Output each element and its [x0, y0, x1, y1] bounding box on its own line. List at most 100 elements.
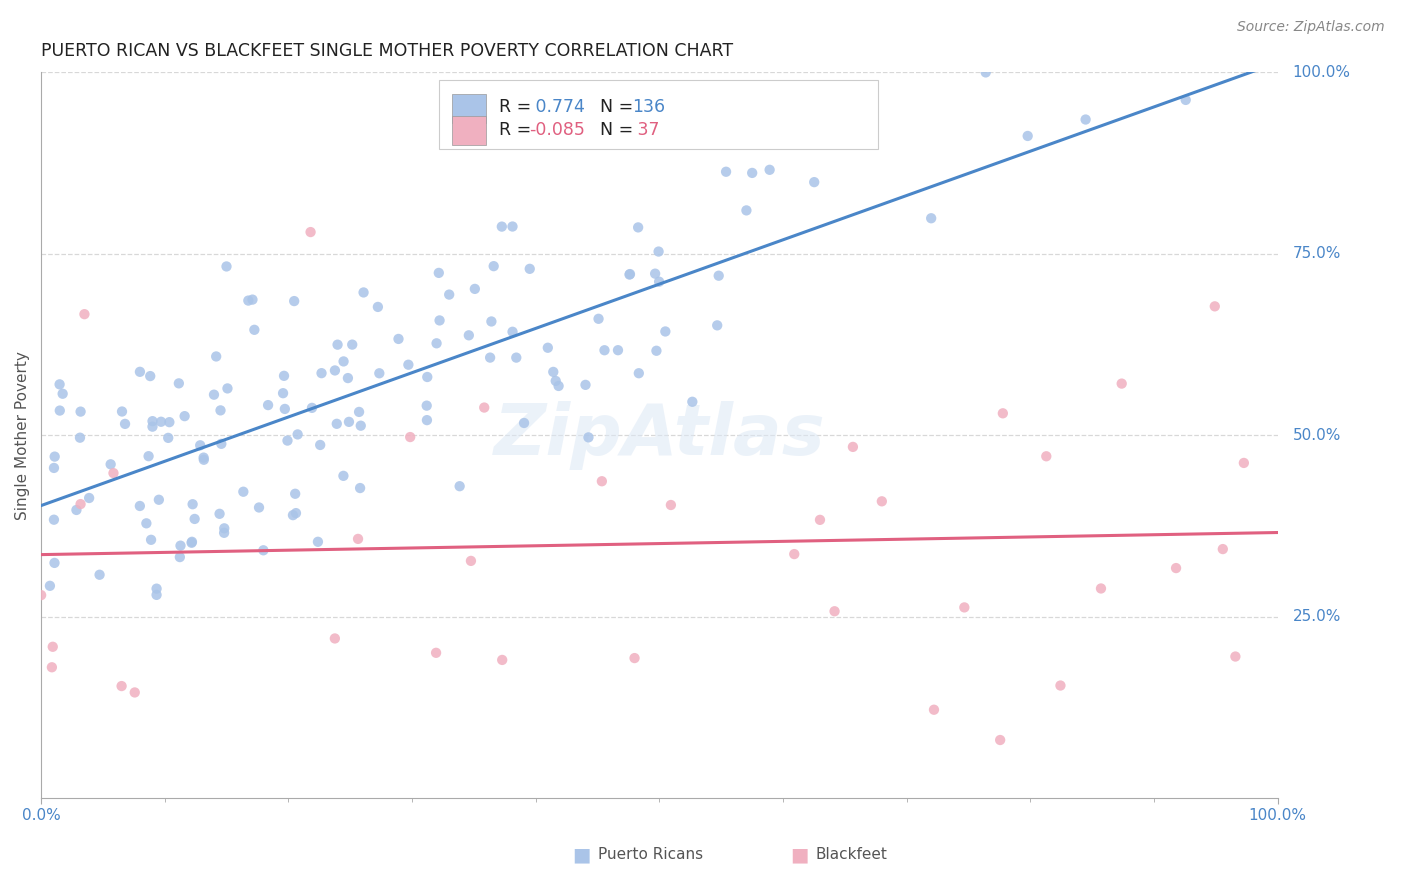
Text: 0.774: 0.774: [530, 98, 585, 116]
Point: [607, 343, 630, 358]
Point: [281, 508, 304, 523]
Point: [491, 653, 513, 667]
Point: [593, 343, 616, 358]
Text: 75.0%: 75.0%: [1292, 246, 1341, 261]
Point: [758, 162, 780, 177]
Point: [89, 567, 111, 582]
Text: ZipAtlas: ZipAtlas: [494, 401, 825, 470]
Point: [208, 507, 231, 521]
Point: [42, 513, 65, 527]
Point: [238, 293, 260, 308]
Point: [342, 337, 364, 351]
Point: [347, 532, 370, 546]
Point: [337, 415, 360, 429]
Point: [135, 516, 157, 531]
Point: [157, 415, 180, 429]
Point: [323, 632, 346, 646]
Point: [257, 398, 280, 412]
Point: [387, 332, 409, 346]
Point: [1204, 299, 1226, 313]
Point: [347, 405, 370, 419]
Point: [647, 244, 669, 259]
Point: [138, 449, 160, 463]
Point: [681, 394, 703, 409]
Point: [209, 437, 232, 451]
Point: [808, 513, 831, 527]
Point: [336, 371, 359, 385]
Point: [157, 431, 180, 445]
Point: [332, 468, 354, 483]
Text: R =: R =: [499, 98, 537, 116]
Point: [181, 534, 204, 549]
Point: [645, 343, 668, 358]
Point: [627, 220, 650, 235]
Point: [247, 500, 270, 515]
Point: [1035, 450, 1057, 464]
Point: [644, 267, 666, 281]
Point: [870, 494, 893, 508]
Point: [141, 419, 163, 434]
Point: [578, 430, 600, 444]
Point: [39, 579, 62, 593]
Point: [1074, 112, 1097, 127]
Point: [243, 323, 266, 337]
Point: [619, 268, 641, 282]
Point: [543, 365, 565, 379]
Point: [110, 679, 132, 693]
Point: [429, 313, 451, 327]
Point: [591, 475, 613, 489]
Point: [65, 503, 87, 517]
Point: [188, 438, 211, 452]
Point: [513, 416, 536, 430]
Text: Source: ZipAtlas.com: Source: ZipAtlas.com: [1237, 20, 1385, 34]
Point: [574, 377, 596, 392]
Point: [332, 354, 354, 368]
Point: [42, 640, 65, 654]
Point: [425, 646, 447, 660]
Text: PUERTO RICAN VS BLACKFEET SINGLE MOTHER POVERTY CORRELATION CHART: PUERTO RICAN VS BLACKFEET SINGLE MOTHER …: [41, 42, 734, 60]
Point: [214, 521, 236, 535]
Point: [284, 506, 307, 520]
Point: [30, 588, 52, 602]
Point: [69, 404, 91, 418]
Point: [707, 268, 730, 283]
Point: [735, 203, 758, 218]
Point: [922, 703, 945, 717]
Point: [215, 260, 238, 274]
Point: [73, 307, 96, 321]
Point: [139, 533, 162, 547]
Point: [69, 431, 91, 445]
Point: [69, 497, 91, 511]
Point: [49, 403, 72, 417]
Point: [426, 336, 449, 351]
Point: [588, 311, 610, 326]
Point: [181, 497, 204, 511]
Point: [659, 498, 682, 512]
Point: [183, 512, 205, 526]
Point: [276, 434, 298, 448]
Point: [323, 363, 346, 377]
Point: [1111, 376, 1133, 391]
Point: [479, 351, 502, 365]
Point: [920, 211, 942, 226]
Point: [44, 450, 66, 464]
Point: [437, 287, 460, 301]
Point: [654, 325, 676, 339]
Point: [1164, 561, 1187, 575]
Text: 37: 37: [633, 121, 659, 139]
Point: [124, 685, 146, 699]
Point: [326, 337, 349, 351]
Point: [824, 604, 846, 618]
Point: [537, 341, 560, 355]
Text: 50.0%: 50.0%: [1292, 428, 1341, 442]
Point: [1049, 679, 1071, 693]
Point: [128, 499, 150, 513]
Point: [449, 479, 471, 493]
Point: [416, 370, 439, 384]
Point: [1174, 93, 1197, 107]
Point: [326, 417, 349, 431]
Bar: [451, 95, 486, 123]
Point: [714, 165, 737, 179]
Point: [209, 403, 232, 417]
Text: Blackfeet: Blackfeet: [815, 847, 887, 862]
